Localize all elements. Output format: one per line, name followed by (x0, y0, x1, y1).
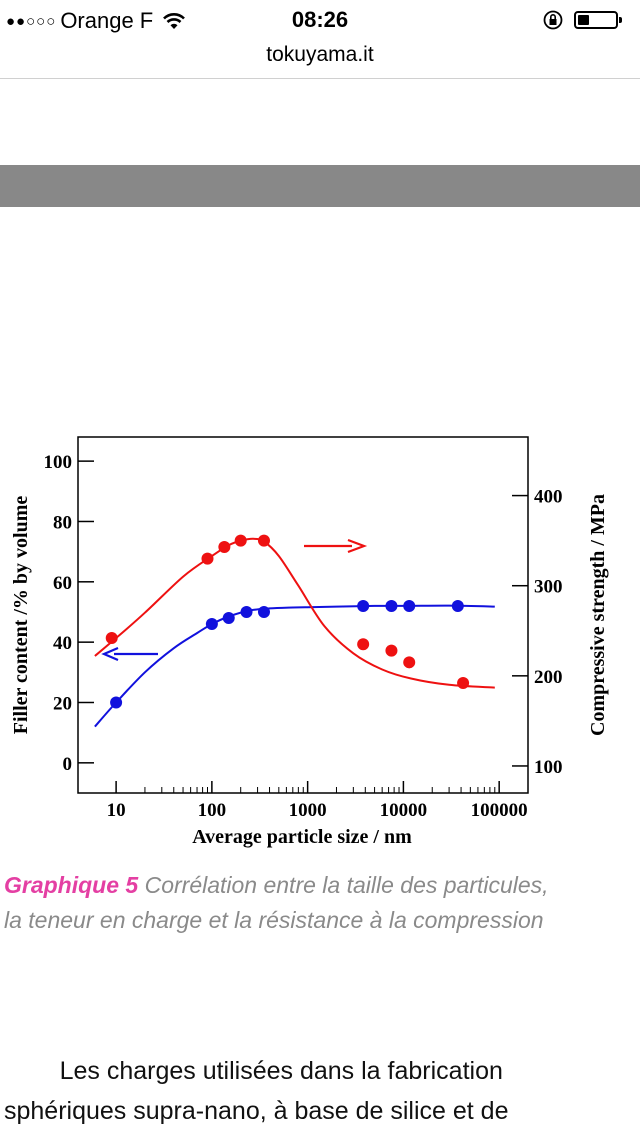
filler-content-point (222, 612, 235, 625)
bottom-tick-label: 1000 (289, 800, 327, 821)
filler-content-point (385, 599, 398, 612)
compressive-strength-point (105, 631, 118, 644)
article-body: Les charges utilisées dans la fabricatio… (4, 1051, 640, 1131)
battery-level (578, 15, 589, 25)
caption-line-1-text: Corrélation entre la taille des particul… (138, 872, 549, 898)
body-line-2: sphériques supra-nano, à base de silice … (4, 1097, 509, 1125)
filler-content-point (110, 696, 123, 709)
compressive-strength-point (234, 534, 247, 547)
left-tick-label: 60 (53, 573, 72, 594)
body-line-1: Les charges utilisées dans la fabricatio… (4, 1057, 503, 1085)
filler-content-point (257, 605, 270, 618)
left-tick-label: 0 (63, 754, 73, 775)
caption-line-2: la teneur en charge et la résistance à l… (4, 907, 544, 933)
compressive-strength-point (385, 644, 398, 657)
toolbar-divider (0, 78, 640, 79)
compressive-strength-point (457, 677, 470, 690)
filler-content-point (403, 599, 416, 612)
caption-lead: Graphique 5 (4, 872, 139, 898)
filler-content-point (357, 599, 370, 612)
caption-line-1: Graphique 5 Corrélation entre la taille … (4, 868, 640, 903)
left-tick-label: 40 (53, 633, 72, 654)
left-axis-title: Filler content /% by volume (10, 496, 32, 735)
orientation-lock-icon (543, 10, 563, 30)
filler-content-point (240, 605, 253, 618)
compressive-strength-point (403, 656, 416, 669)
strength-axis-arrow (304, 538, 368, 554)
filler-content-point (451, 599, 464, 612)
url-text[interactable]: tokuyama.it (266, 43, 374, 66)
compressive-strength-point (218, 540, 231, 553)
right-tick-label: 200 (534, 667, 563, 688)
header-banner (0, 165, 640, 207)
compressive-strength-point (357, 638, 370, 651)
filler-axis-arrow (101, 646, 158, 662)
right-axis-title: Compressive strength / MPa (587, 494, 609, 736)
left-tick-label: 100 (44, 452, 73, 473)
left-tick-label: 20 (53, 693, 72, 714)
carrier-name: Orange F (60, 8, 154, 33)
right-tick-label: 400 (534, 487, 563, 508)
clock: 08:26 (291, 7, 349, 32)
x-axis-title: Average particle size / nm (192, 826, 412, 848)
bottom-tick-label: 10000 (380, 800, 428, 821)
status-bar: ●●○○○ Orange F 08:26 (0, 0, 640, 40)
carrier-info: ●●○○○ Orange F (6, 8, 187, 34)
compressive-strength-point (201, 552, 214, 565)
filler-content-curve (94, 604, 495, 728)
wifi-icon (163, 13, 186, 29)
left-tick-label: 80 (53, 512, 72, 533)
bottom-tick-label: 100 (198, 800, 227, 821)
compressive-strength-point (257, 534, 270, 547)
battery-icon (574, 11, 622, 29)
signal-strength-indicator: ●●○○○ (6, 12, 57, 30)
right-tick-label: 100 (534, 757, 563, 778)
bottom-tick-label: 10 (107, 800, 126, 821)
figure-caption: Graphique 5 Corrélation entre la taille … (4, 868, 640, 938)
right-tick-label: 300 (534, 577, 563, 598)
plot-frame (77, 436, 529, 794)
address-bar[interactable]: tokuyama.it (0, 40, 640, 78)
particle-size-chart: 0 20 40 60 80 100 100 200 300 400 10 100 1000 10000… (10, 436, 609, 848)
status-icons (542, 9, 622, 31)
compressive-strength-curve (94, 537, 495, 689)
filler-content-point (205, 618, 218, 631)
bottom-tick-label: 100000 (471, 800, 528, 821)
